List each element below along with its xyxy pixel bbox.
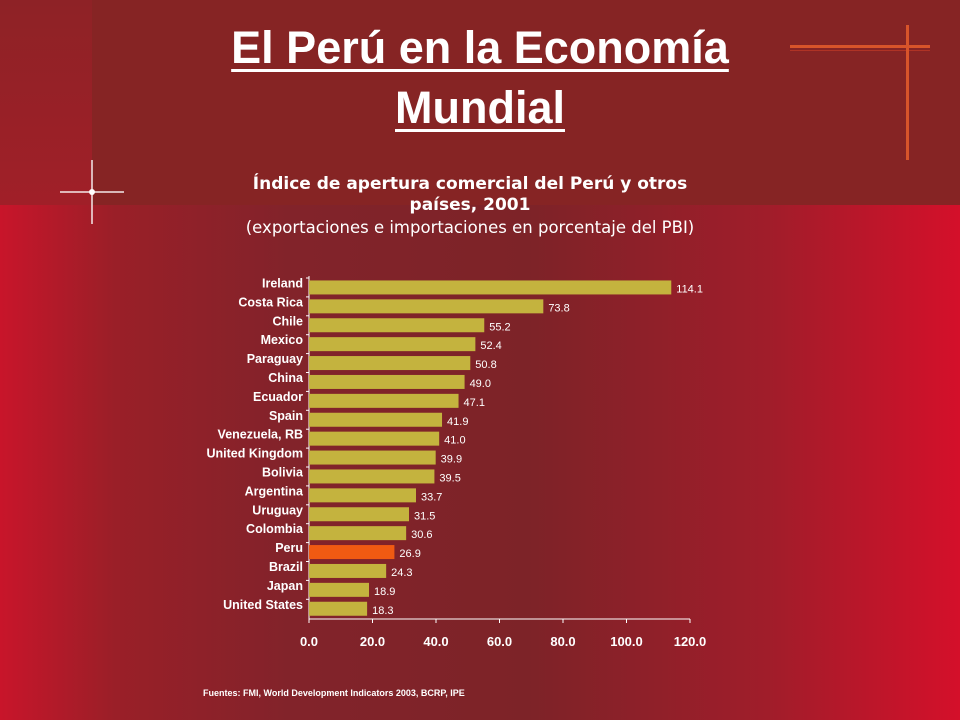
value-label: 30.6 <box>411 529 432 541</box>
value-label: 50.8 <box>475 359 496 371</box>
chart-title: Índice de apertura comercial del Perú y … <box>200 174 740 216</box>
category-label: Peru <box>275 541 303 555</box>
category-label: Costa Rica <box>238 295 304 309</box>
x-tick-label: 100.0 <box>610 634 643 649</box>
bar-highlight <box>309 545 395 560</box>
category-label: Ireland <box>262 276 303 290</box>
decor-cross-vertical <box>906 25 909 160</box>
value-label: 31.5 <box>414 510 435 522</box>
bar <box>309 412 443 427</box>
value-label: 55.2 <box>489 321 510 333</box>
x-tick-label: 80.0 <box>550 634 575 649</box>
x-tick-label: 60.0 <box>487 634 512 649</box>
x-tick-label: 20.0 <box>360 634 385 649</box>
bar <box>309 280 672 295</box>
value-label: 41.9 <box>447 416 468 428</box>
category-label: Mexico <box>261 333 304 347</box>
value-label: 114.1 <box>676 283 703 295</box>
decor-cross-horizontal-shadow <box>790 50 930 51</box>
category-label: United Kingdom <box>206 447 303 461</box>
category-label: Paraguay <box>247 352 303 366</box>
category-label: United States <box>223 598 303 612</box>
source-note: Fuentes: FMI, World Development Indicato… <box>203 688 465 698</box>
value-label: 41.0 <box>444 435 465 447</box>
bar <box>309 488 416 503</box>
value-label: 24.3 <box>391 567 412 579</box>
category-label: China <box>268 371 304 385</box>
category-label: Colombia <box>246 522 304 536</box>
bar <box>309 431 440 446</box>
value-label: 39.5 <box>439 472 460 484</box>
bar <box>309 299 544 314</box>
category-label: Chile <box>272 314 303 328</box>
category-label: Venezuela, RB <box>218 428 303 442</box>
category-label: Brazil <box>269 560 303 574</box>
chart-subtitle: (exportaciones e importaciones en porcen… <box>245 218 695 237</box>
bar <box>309 450 436 465</box>
value-label: 18.3 <box>372 605 393 617</box>
chart-title-line1: Índice de apertura comercial del Perú y … <box>252 174 688 194</box>
value-label: 47.1 <box>464 397 485 409</box>
decor-cross-horizontal <box>790 45 930 48</box>
x-tick-label: 0.0 <box>300 634 318 649</box>
x-tick-label: 40.0 <box>423 634 448 649</box>
value-label: 52.4 <box>480 340 501 352</box>
value-label: 49.0 <box>470 378 491 390</box>
value-label: 73.8 <box>548 302 569 314</box>
value-label: 33.7 <box>421 491 442 503</box>
bar <box>309 469 435 484</box>
page-title-line1: El Perú en la Economía <box>231 22 729 73</box>
page-title-line2: Mundial <box>395 82 565 133</box>
x-tick-label: 120.0 <box>674 634 707 649</box>
value-label: 18.9 <box>374 586 395 598</box>
bar <box>309 526 407 541</box>
category-label: Argentina <box>245 484 304 498</box>
sparkle-icon <box>60 160 124 224</box>
category-label: Japan <box>267 579 303 593</box>
bar <box>309 356 471 371</box>
value-label: 39.9 <box>441 454 462 466</box>
bar <box>309 582 370 597</box>
bar <box>309 601 368 616</box>
bar <box>309 337 476 352</box>
category-label: Bolivia <box>262 465 304 479</box>
category-label: Uruguay <box>252 503 303 517</box>
bar <box>309 507 410 522</box>
value-label: 26.9 <box>399 548 420 560</box>
chart-title-line2: países, 2001 <box>409 195 531 215</box>
category-label: Ecuador <box>253 390 303 404</box>
bar <box>309 393 459 408</box>
category-label: Spain <box>269 409 303 423</box>
bar <box>309 563 387 578</box>
bar <box>309 318 485 333</box>
bar <box>309 374 465 389</box>
